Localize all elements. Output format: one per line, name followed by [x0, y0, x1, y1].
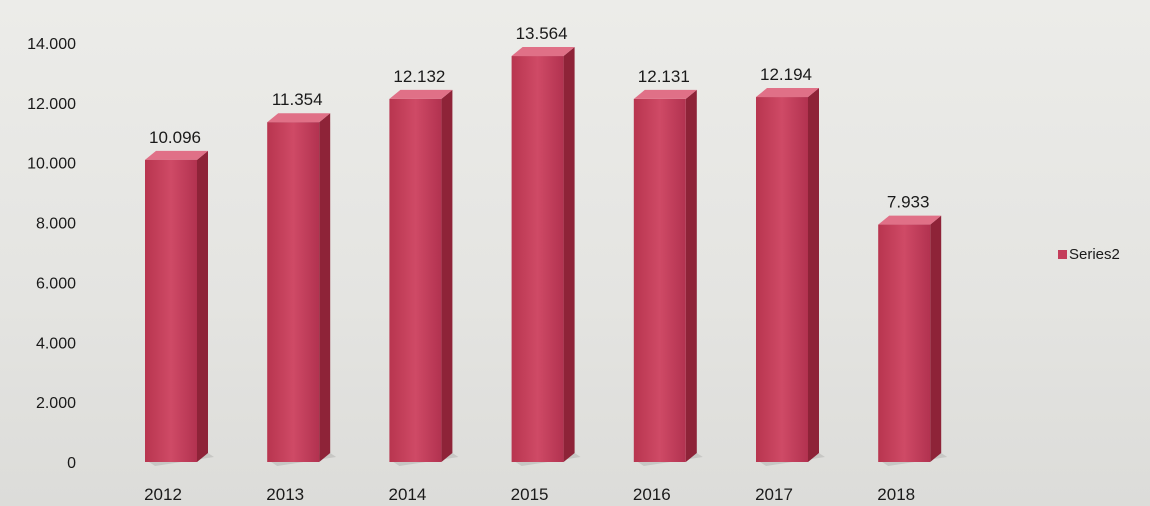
bar-side	[441, 89, 453, 463]
data-label: 12.132	[393, 67, 445, 86]
bar-top	[145, 150, 208, 160]
y-tick-label: 2.000	[36, 395, 76, 412]
data-label: 12.194	[760, 65, 812, 84]
bar-side	[563, 47, 575, 462]
bar-front	[633, 98, 686, 463]
bar	[145, 150, 214, 466]
bar-top	[633, 89, 697, 99]
bars: 10.096 11.354 12.132 13.564 12.131 12.194 7.93…	[145, 24, 948, 466]
legend-label: Series2	[1069, 246, 1120, 263]
bar-top	[878, 215, 942, 225]
bar	[756, 88, 825, 466]
y-tick-label: 12.000	[27, 96, 76, 113]
bar-top	[756, 88, 819, 98]
data-label: 7.933	[887, 193, 930, 212]
y-tick-label: 4.000	[36, 335, 76, 352]
bar	[267, 113, 337, 466]
x-axis: 2012 2013 2014 2015 2016 2017 2018	[144, 485, 915, 504]
y-tick-label: 0	[67, 455, 76, 472]
x-tick-label: 2012	[144, 485, 182, 504]
y-tick-label: 8.000	[36, 216, 76, 233]
bar-side	[930, 215, 942, 462]
x-tick-label: 2013	[266, 485, 304, 504]
data-label: 10.096	[149, 128, 201, 147]
bar-top	[267, 113, 331, 123]
bar-front	[389, 98, 442, 463]
bar	[878, 215, 948, 466]
bar	[633, 89, 703, 466]
data-label: 11.354	[272, 90, 323, 109]
bar-top	[511, 47, 575, 57]
bar-side	[319, 113, 331, 462]
bar-front	[511, 56, 564, 462]
x-tick-label: 2015	[511, 485, 549, 504]
bar-front	[878, 224, 931, 462]
x-tick-label: 2017	[755, 485, 793, 504]
bar-front	[145, 159, 197, 463]
y-tick-label: 10.000	[27, 156, 76, 173]
legend: Series2	[1058, 246, 1120, 263]
x-tick-label: 2018	[877, 485, 915, 504]
x-tick-label: 2016	[633, 485, 671, 504]
y-tick-label: 14.000	[27, 36, 76, 53]
bar	[389, 89, 459, 466]
bar-side	[685, 89, 697, 463]
legend-swatch	[1058, 250, 1067, 259]
y-axis: 0 2.000 4.000 6.000 8.000 10.000 12.000 14.000	[27, 36, 76, 472]
data-label: 13.564	[516, 24, 568, 43]
x-tick-label: 2014	[388, 485, 426, 504]
bar	[511, 47, 581, 466]
bar-front	[756, 97, 808, 463]
bar-top	[389, 89, 453, 99]
data-label: 12.131	[638, 67, 690, 86]
y-tick-label: 6.000	[36, 275, 76, 292]
bar-side	[808, 88, 819, 463]
bar-side	[197, 150, 208, 463]
bar-front	[267, 122, 320, 462]
